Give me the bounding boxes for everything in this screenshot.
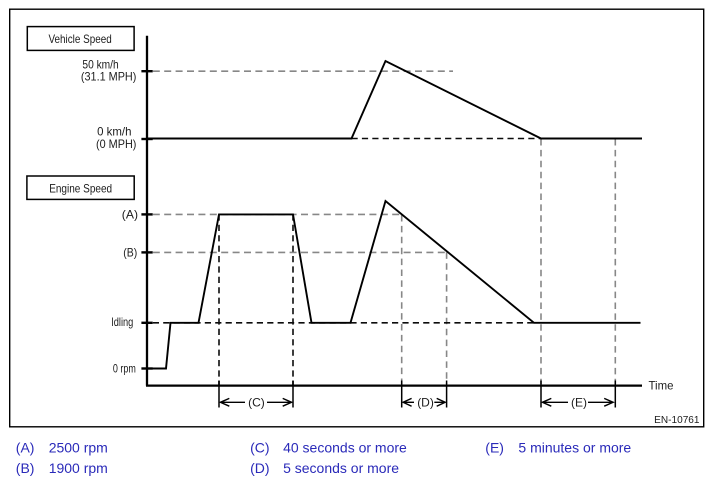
svg-text:40 seconds or more: 40 seconds or more [283,440,407,456]
svg-text:(A): (A) [16,440,35,456]
svg-text:(31.1 MPH): (31.1 MPH) [81,69,136,83]
svg-text:(E): (E) [571,395,587,409]
svg-text:0 rpm: 0 rpm [113,361,136,375]
svg-text:1900 rpm: 1900 rpm [49,460,108,476]
svg-text:EN-10761: EN-10761 [654,415,700,426]
svg-text:5 minutes or more: 5 minutes or more [518,440,631,456]
svg-text:2500 rpm: 2500 rpm [49,440,108,456]
svg-text:Vehicle Speed: Vehicle Speed [49,32,112,46]
svg-text:5 seconds or more: 5 seconds or more [283,460,399,476]
svg-text:(E): (E) [485,440,504,456]
svg-text:(C): (C) [250,440,269,456]
svg-text:Time: Time [649,379,674,393]
svg-text:(A): (A) [122,208,138,222]
svg-text:(B): (B) [16,460,35,476]
svg-text:(C): (C) [248,395,265,409]
svg-text:(0 MPH): (0 MPH) [96,137,136,151]
svg-text:Idling: Idling [111,315,133,329]
svg-text:50 km/h: 50 km/h [82,58,118,72]
svg-text:0 km/h: 0 km/h [97,125,131,139]
svg-text:(D): (D) [250,460,269,476]
svg-text:Engine Speed: Engine Speed [49,182,112,196]
svg-text:(D): (D) [417,395,434,409]
svg-text:(B): (B) [123,246,137,260]
